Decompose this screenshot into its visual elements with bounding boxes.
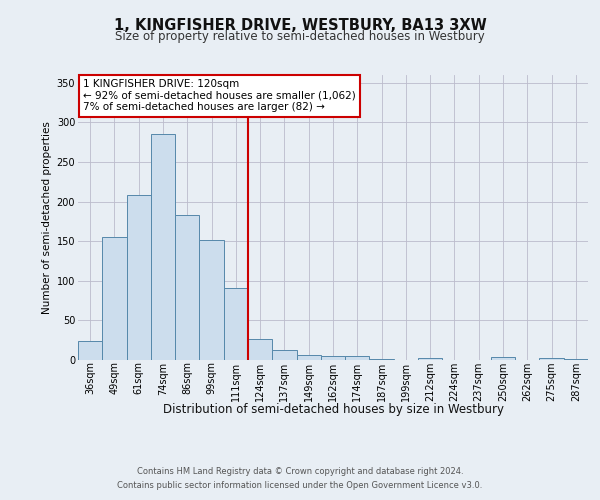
Bar [78,341,102,360]
Bar [127,196,151,360]
Text: Size of property relative to semi-detached houses in Westbury: Size of property relative to semi-detach… [115,30,485,43]
Bar [102,236,127,360]
Bar [224,288,248,360]
Bar [345,356,370,360]
Bar [539,358,564,360]
Bar [199,240,224,360]
Bar [296,355,321,360]
Bar [418,358,442,360]
Bar [321,356,345,360]
Text: Distribution of semi-detached houses by size in Westbury: Distribution of semi-detached houses by … [163,402,503,415]
Text: 1, KINGFISHER DRIVE, WESTBURY, BA13 3XW: 1, KINGFISHER DRIVE, WESTBURY, BA13 3XW [113,18,487,32]
Bar [491,357,515,360]
Text: Contains HM Land Registry data © Crown copyright and database right 2024.: Contains HM Land Registry data © Crown c… [137,468,463,476]
Text: 1 KINGFISHER DRIVE: 120sqm
← 92% of semi-detached houses are smaller (1,062)
7% : 1 KINGFISHER DRIVE: 120sqm ← 92% of semi… [83,80,356,112]
Y-axis label: Number of semi-detached properties: Number of semi-detached properties [43,121,52,314]
Bar [175,215,199,360]
Text: Contains public sector information licensed under the Open Government Licence v3: Contains public sector information licen… [118,481,482,490]
Bar [151,134,175,360]
Bar [370,359,394,360]
Bar [248,340,272,360]
Bar [272,350,296,360]
Bar [564,359,588,360]
